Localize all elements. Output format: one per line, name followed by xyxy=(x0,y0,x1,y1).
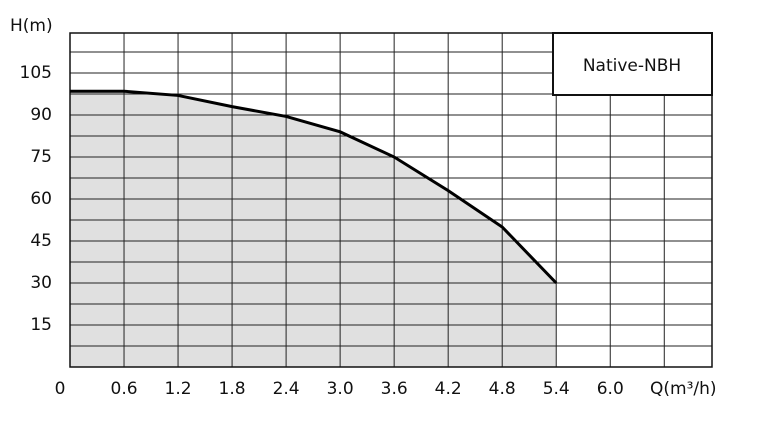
x-tick-label: 3.6 xyxy=(381,379,408,399)
x-tick-label: 2.4 xyxy=(273,379,300,399)
y-tick-label: 105 xyxy=(20,63,52,83)
x-tick-label: 3.0 xyxy=(327,379,354,399)
legend-label: Native-NBH xyxy=(583,56,681,76)
x-tick-label: 0 xyxy=(55,379,66,399)
y-tick-label: 60 xyxy=(30,189,52,209)
x-tick-label: 0.6 xyxy=(111,379,138,399)
y-axis-label: H(m) xyxy=(10,16,53,36)
y-tick-label: 45 xyxy=(30,231,52,251)
x-tick-label: 4.2 xyxy=(435,379,462,399)
x-tick-label: 6.0 xyxy=(597,379,624,399)
y-tick-label: 75 xyxy=(30,147,52,167)
y-tick-label: 30 xyxy=(30,273,52,293)
legend-box xyxy=(552,32,713,96)
x-tick-label: 1.2 xyxy=(165,379,192,399)
curve xyxy=(70,89,558,285)
x-tick-label: 5.4 xyxy=(543,379,570,399)
y-tick-label: 90 xyxy=(30,105,52,125)
x-tick-label: 4.8 xyxy=(489,379,516,399)
y-tick-label: 15 xyxy=(30,315,52,335)
area-fill xyxy=(70,91,557,367)
x-axis-label: Q(m³/h) xyxy=(650,379,717,399)
x-tick-label: 1.8 xyxy=(219,379,246,399)
plot-frame xyxy=(69,32,713,368)
